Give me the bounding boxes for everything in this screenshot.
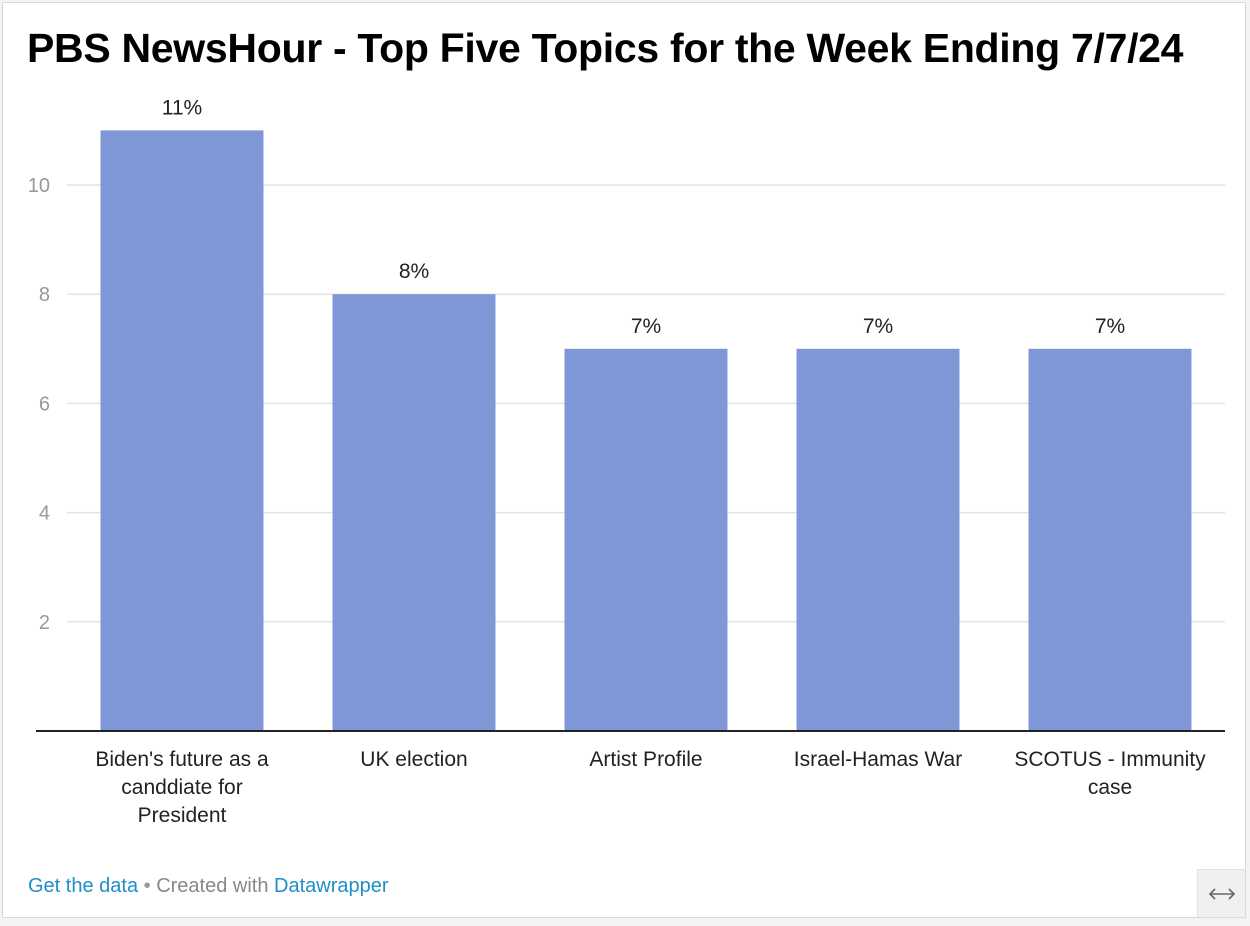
- created-with-text: Created with: [156, 875, 275, 897]
- y-tick-label: 2: [39, 612, 50, 634]
- bar-value-label: 11%: [162, 96, 202, 119]
- bar-value-label: 7%: [631, 315, 661, 338]
- y-tick-label: 8: [39, 284, 50, 306]
- x-category-label: Artist Profile: [589, 748, 702, 771]
- y-tick-label: 10: [28, 175, 50, 197]
- x-category-label: SCOTUS - Immunity: [1014, 748, 1206, 771]
- get-the-data-link[interactable]: Get the data: [28, 875, 139, 897]
- chart-title: PBS NewsHour - Top Five Topics for the W…: [27, 25, 1184, 71]
- footer-separator: •: [138, 875, 157, 897]
- bar-value-label: 7%: [1095, 315, 1125, 338]
- x-axis-category-labels: Biden's future as a canddiate for Presiden…: [95, 748, 1206, 827]
- bars: [100, 130, 1192, 731]
- bar: [1028, 348, 1192, 731]
- bar-value-label: 7%: [863, 315, 893, 338]
- x-category-label: UK election: [360, 748, 467, 771]
- bar: [332, 294, 496, 731]
- x-category-label: President: [138, 804, 227, 827]
- y-tick-label: 6: [39, 393, 50, 415]
- bar: [100, 130, 264, 731]
- x-category-label: canddiate for: [121, 776, 242, 799]
- bar: [796, 348, 960, 731]
- x-category-label: Israel-Hamas War: [794, 748, 962, 771]
- x-category-label: case: [1088, 776, 1132, 799]
- bar-value-labels: 11% 8% 7% 7% 7%: [162, 96, 1125, 337]
- y-tick-label: 4: [39, 503, 50, 525]
- horizontal-resize-arrows-icon: [1208, 887, 1235, 900]
- footer: Get the data • Created with Datawrapper: [28, 875, 389, 898]
- bar-value-label: 8%: [399, 260, 429, 283]
- datawrapper-link[interactable]: Datawrapper: [274, 875, 389, 897]
- bar: [564, 348, 728, 731]
- x-category-label: Biden's future as a: [95, 748, 269, 771]
- bar-chart: 2 4 6 8 10 11% 8% 7% 7% 7% Biden's future as a ca…: [28, 96, 1225, 827]
- resize-button[interactable]: [1197, 869, 1245, 917]
- y-axis-tick-labels: 2 4 6 8 10: [28, 175, 50, 634]
